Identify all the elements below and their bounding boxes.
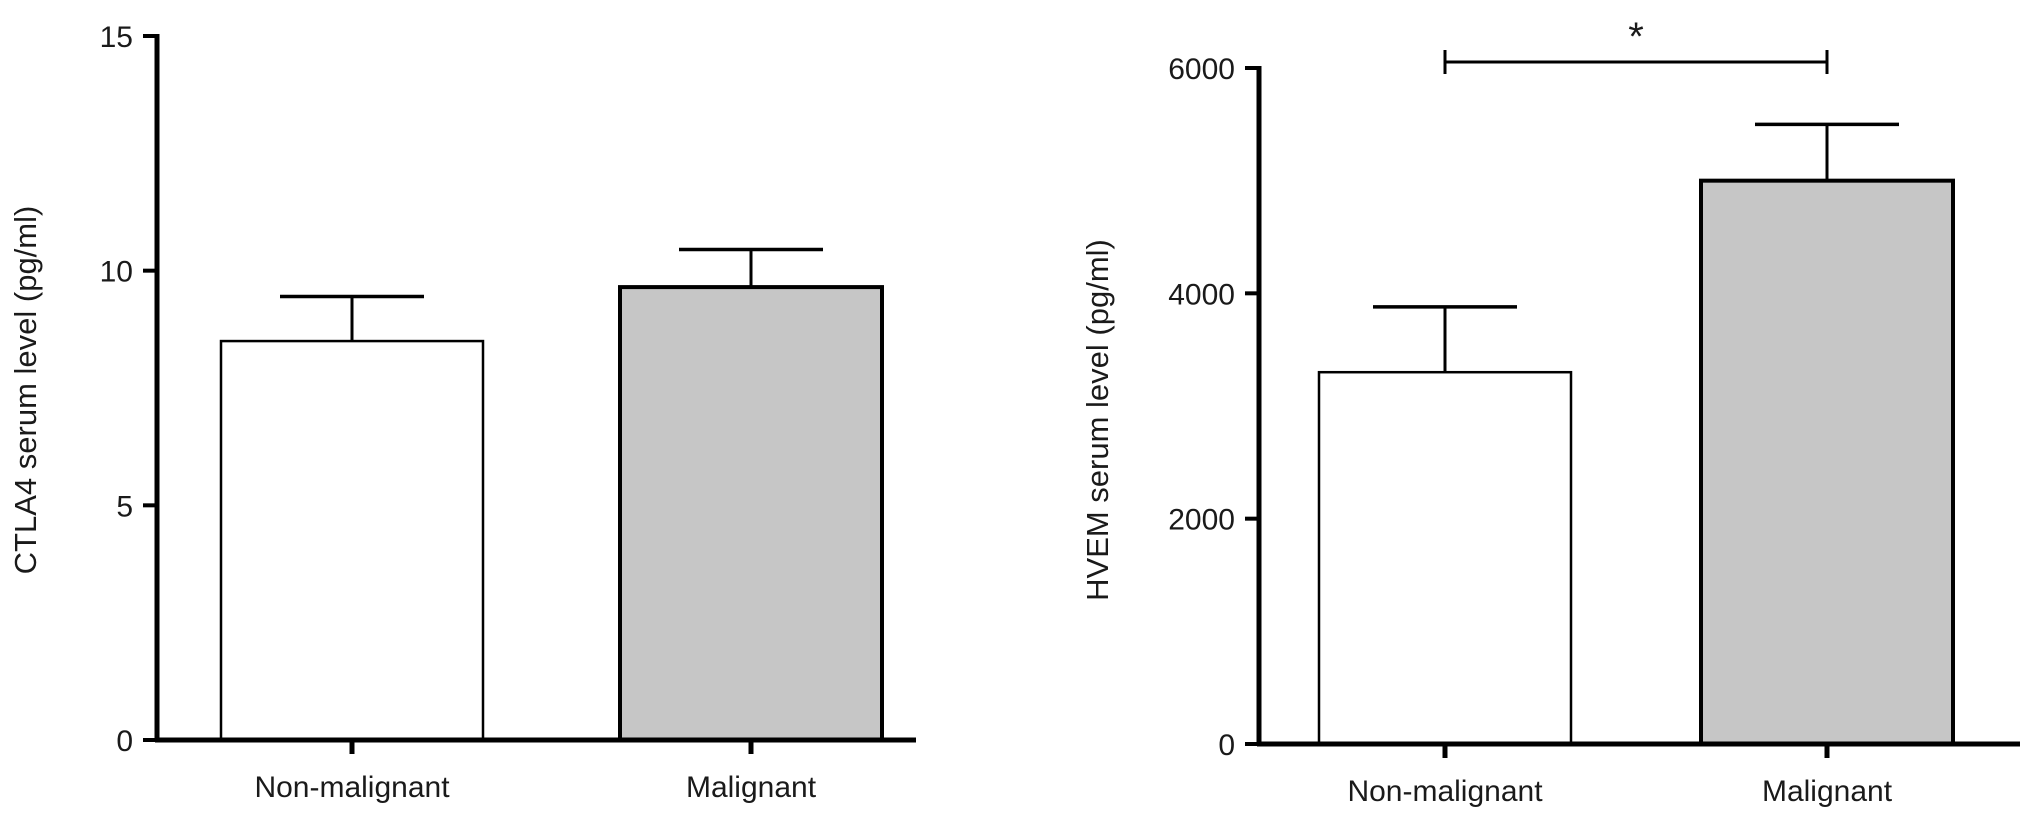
bar bbox=[219, 339, 485, 742]
x-tick-label: Malignant bbox=[1762, 775, 1893, 808]
bar bbox=[1699, 178, 1955, 746]
y-tick-label: 0 bbox=[116, 725, 133, 758]
y-tick-label: 5 bbox=[116, 490, 133, 523]
x-tick-label: Non-malignant bbox=[254, 771, 450, 804]
y-tick-label: 0 bbox=[1218, 729, 1235, 762]
bar bbox=[618, 285, 884, 742]
ctla4-chart: 0 5 10 15 Non-malignant Malignant CTLA4 serum … bbox=[8, 21, 916, 804]
y-tick-label: 15 bbox=[100, 21, 133, 54]
y-tick-label: 4000 bbox=[1168, 278, 1235, 311]
x-tick-label: Malignant bbox=[686, 771, 817, 804]
bar bbox=[1317, 370, 1573, 746]
y-tick-label: 10 bbox=[100, 256, 133, 289]
hvem-chart: 0 2000 4000 6000 Non-malignant Malignant HVEM … bbox=[1080, 15, 2020, 808]
significance-label: * bbox=[1628, 15, 1644, 59]
y-tick-label: 2000 bbox=[1168, 504, 1235, 537]
y-axis-title: HVEM serum level (pg/ml) bbox=[1080, 239, 1115, 601]
y-tick-label: 6000 bbox=[1168, 53, 1235, 86]
x-tick-label: Non-malignant bbox=[1347, 775, 1543, 808]
y-axis-title: CTLA4 serum level (pg/ml) bbox=[8, 206, 43, 575]
